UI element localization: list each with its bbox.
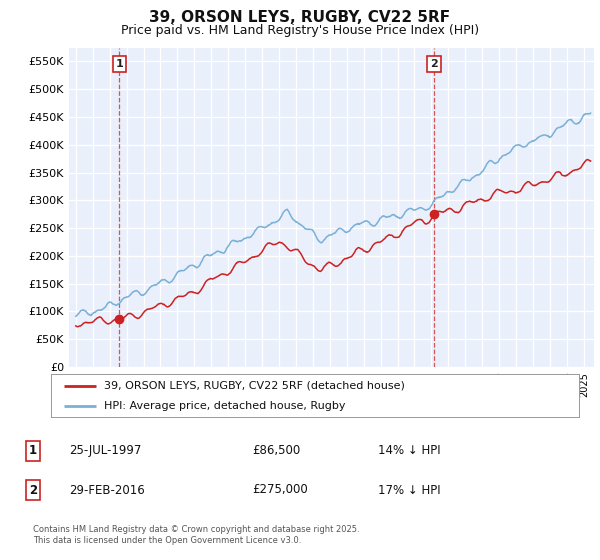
Text: 1: 1 [115,59,123,69]
Text: 17% ↓ HPI: 17% ↓ HPI [378,483,440,497]
Text: 39, ORSON LEYS, RUGBY, CV22 5RF: 39, ORSON LEYS, RUGBY, CV22 5RF [149,10,451,25]
Text: 1: 1 [29,444,37,458]
Text: HPI: Average price, detached house, Rugby: HPI: Average price, detached house, Rugb… [104,401,346,411]
Text: Price paid vs. HM Land Registry's House Price Index (HPI): Price paid vs. HM Land Registry's House … [121,24,479,36]
Text: £275,000: £275,000 [252,483,308,497]
Text: £86,500: £86,500 [252,444,300,458]
Text: 14% ↓ HPI: 14% ↓ HPI [378,444,440,458]
Text: 39, ORSON LEYS, RUGBY, CV22 5RF (detached house): 39, ORSON LEYS, RUGBY, CV22 5RF (detache… [104,381,404,391]
Text: Contains HM Land Registry data © Crown copyright and database right 2025.
This d: Contains HM Land Registry data © Crown c… [33,525,359,545]
Text: 2: 2 [430,59,438,69]
Text: 25-JUL-1997: 25-JUL-1997 [69,444,142,458]
Text: 2: 2 [29,483,37,497]
Text: 29-FEB-2016: 29-FEB-2016 [69,483,145,497]
